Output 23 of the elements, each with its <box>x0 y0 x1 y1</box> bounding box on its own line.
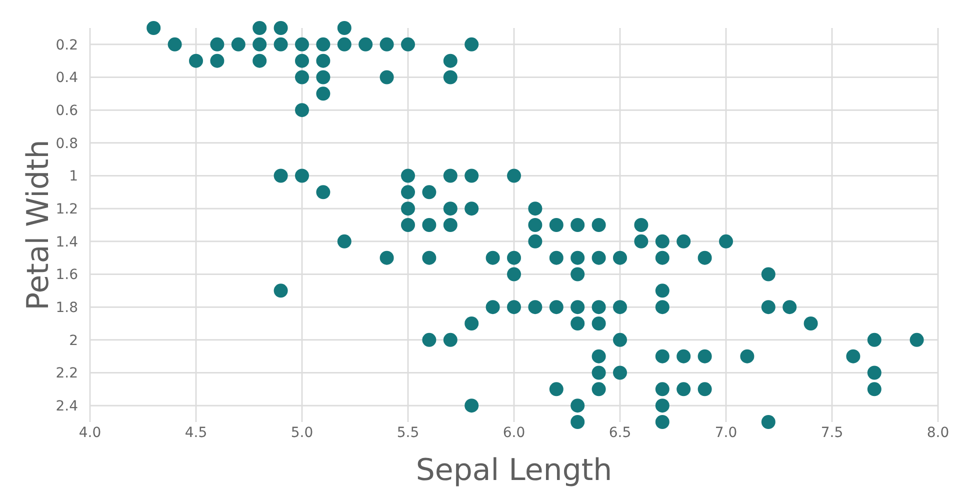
y-axis-title: Petal Width <box>21 140 56 310</box>
x-tick-label: 7.0 <box>714 425 738 441</box>
y-tick-label: 2.2 <box>56 366 78 382</box>
y-tick-label: 1 <box>69 168 78 185</box>
x-tick-label: 8.0 <box>926 425 950 441</box>
x-tick-label: 4.5 <box>184 425 208 441</box>
y-tick-label: 2 <box>69 332 78 349</box>
y-tick-label: 0.8 <box>56 136 78 152</box>
x-tick-label: 4.0 <box>78 425 102 441</box>
y-tick-label: 0.4 <box>56 70 78 86</box>
x-tick-label: 7.5 <box>820 425 844 441</box>
y-tick-label: 1.6 <box>56 267 78 284</box>
y-tick-label: 1.2 <box>56 201 78 218</box>
x-axis-title: Sepal Length <box>416 453 612 488</box>
x-tick-label: 6.0 <box>502 425 526 441</box>
y-tick-label: 1.8 <box>56 300 78 316</box>
x-tick-label: 5.5 <box>396 425 420 441</box>
y-tick-label: 0.2 <box>56 37 78 54</box>
y-tick-label: 2.4 <box>56 398 78 414</box>
y-tick-label: 0.6 <box>56 102 78 119</box>
x-tick-label: 5.0 <box>290 425 314 441</box>
y-tick-label: 1.4 <box>56 234 78 250</box>
x-tick-label: 6.5 <box>608 425 632 441</box>
